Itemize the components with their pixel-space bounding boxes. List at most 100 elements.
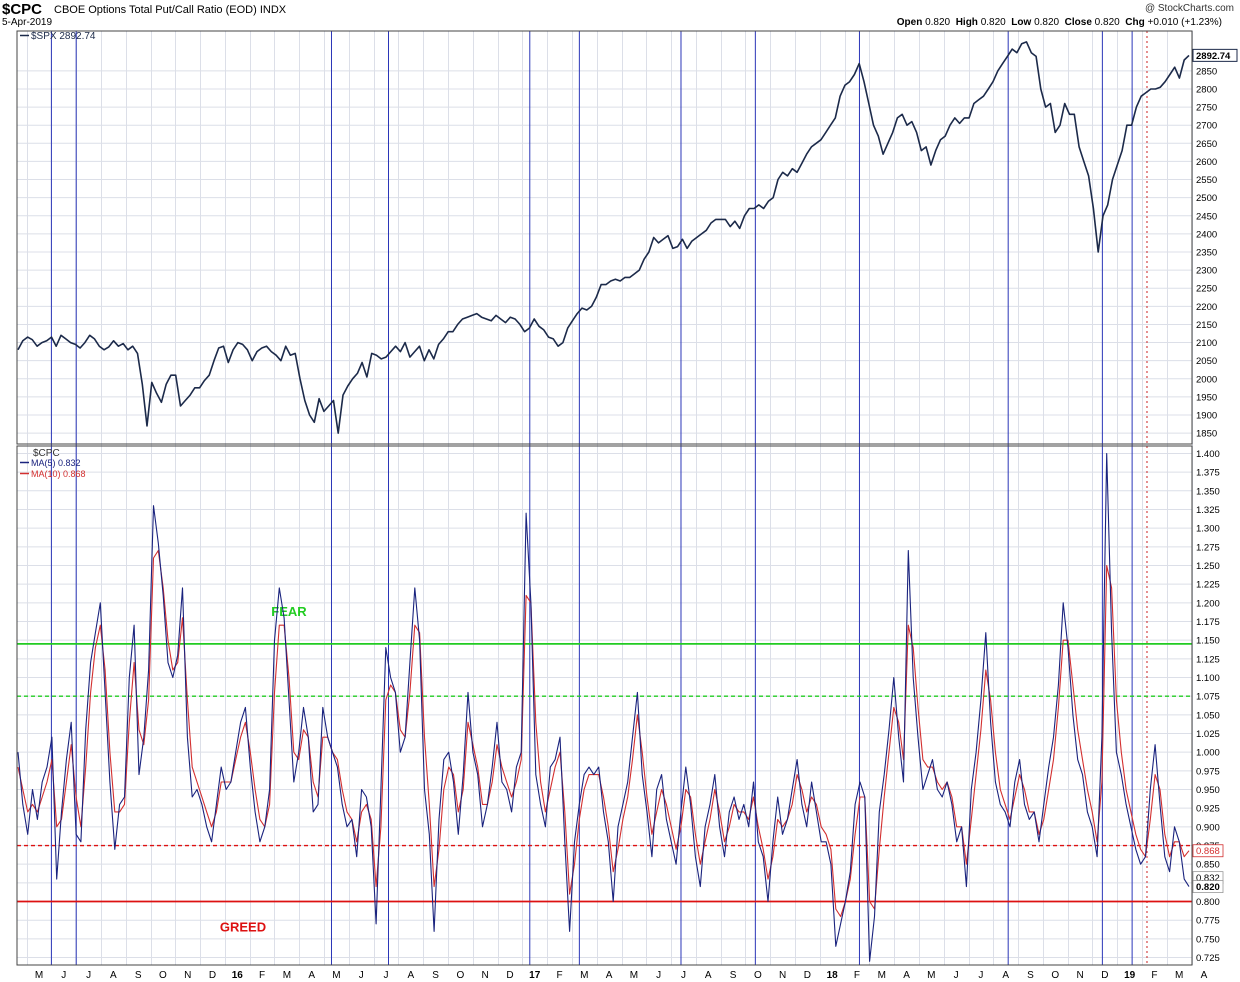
last-value-label: 0.820	[1196, 882, 1220, 893]
y-tick-label: 2200	[1196, 302, 1217, 313]
x-tick-label: J	[384, 970, 389, 981]
x-tick-label: N	[779, 970, 786, 981]
y-tick-label: 2700	[1196, 121, 1217, 132]
y-tick-label: 1900	[1196, 411, 1217, 422]
x-tick-label: M	[630, 970, 638, 981]
x-tick-label: S	[135, 970, 142, 981]
y-tick-label: 1.150	[1196, 636, 1220, 647]
y-tick-label: 1850	[1196, 429, 1217, 440]
x-tick-label: O	[754, 970, 762, 981]
x-tick-label: F	[556, 970, 562, 981]
x-tick-label: D	[209, 970, 216, 981]
y-tick-label: 2350	[1196, 247, 1217, 258]
y-tick-label: 2800	[1196, 84, 1217, 95]
x-tick-label: M	[927, 970, 935, 981]
x-tick-label: M	[878, 970, 886, 981]
last-value-label: 0.868	[1196, 846, 1220, 857]
symbol-description: CBOE Options Total Put/Call Ratio (EOD) …	[54, 4, 286, 16]
x-tick-label: 16	[232, 970, 244, 981]
y-tick-label: 1.075	[1196, 692, 1220, 703]
y-tick-label: 2450	[1196, 211, 1217, 222]
y-tick-label: 0.775	[1196, 916, 1220, 927]
legend-ma5: MA(5) 0.832	[31, 458, 81, 468]
high-label: High	[955, 17, 978, 28]
watermark: @ StockCharts.com	[1144, 3, 1234, 14]
x-tick-label: J	[954, 970, 959, 981]
last-value-label: 0.832	[1196, 873, 1220, 884]
y-tick-label: 1.000	[1196, 748, 1220, 759]
x-tick-label: J	[86, 970, 91, 981]
y-tick-label: 1.400	[1196, 449, 1220, 460]
x-tick-label: N	[482, 970, 489, 981]
y-tick-label: 2050	[1196, 356, 1217, 367]
y-tick-label: 2300	[1196, 266, 1217, 277]
x-tick-label: A	[308, 970, 315, 981]
x-tick-label: M	[283, 970, 291, 981]
series-ma10-line	[17, 549, 1190, 918]
x-tick-label: S	[730, 970, 737, 981]
x-tick-label: A	[407, 970, 414, 981]
y-tick-label: 1.225	[1196, 580, 1220, 591]
y-tick-label: 2892.74	[1196, 51, 1231, 62]
high-value: 0.820	[980, 17, 1006, 28]
y-tick-label: 1.100	[1196, 673, 1220, 684]
y-tick-label: 0.975	[1196, 766, 1220, 777]
x-tick-label: D	[1101, 970, 1108, 981]
legend: $CPC $SPX 2892.74 MA(5) 0.832 MA(10) 0.8…	[20, 31, 96, 479]
x-tick-label: A	[606, 970, 613, 981]
reference-label: GREED	[220, 920, 266, 935]
y-tick-label: 1.250	[1196, 561, 1220, 572]
chart-date: 5-Apr-2019	[2, 17, 53, 28]
open-value: 0.820	[925, 17, 951, 28]
x-tick-label: J	[359, 970, 364, 981]
y-tick-label: 2650	[1196, 139, 1217, 150]
x-tick-label: N	[1076, 970, 1083, 981]
grid-layer	[17, 31, 1193, 965]
y-tick-label: 1.375	[1196, 468, 1220, 479]
y-tick-label: 0.850	[1196, 860, 1220, 871]
x-tick-label: J	[681, 970, 686, 981]
x-tick-label: O	[456, 970, 464, 981]
last-value-box	[1192, 880, 1224, 893]
y-tick-label: 1950	[1196, 392, 1217, 403]
x-tick-label: S	[1027, 970, 1034, 981]
x-tick-label: D	[506, 970, 513, 981]
x-tick-label: A	[705, 970, 712, 981]
x-tick-label: J	[978, 970, 983, 981]
y-tick-label: 2550	[1196, 175, 1217, 186]
x-tick-label: F	[1151, 970, 1157, 981]
x-tick-label: J	[61, 970, 66, 981]
y-tick-label: 2250	[1196, 284, 1217, 295]
y-axis-labels: 1850 1900 1950 2000 2050 2100 2150 2200 2250 2300…	[1192, 48, 1238, 964]
x-tick-label: M	[1175, 970, 1183, 981]
x-tick-label: D	[804, 970, 811, 981]
y-tick-label: 1.200	[1196, 598, 1220, 609]
x-tick-label: M	[35, 970, 43, 981]
y-tick-label: 0.950	[1196, 785, 1220, 796]
y-tick-label: 2600	[1196, 157, 1217, 168]
x-tick-label: F	[259, 970, 265, 981]
y-tick-label: 2750	[1196, 103, 1217, 114]
y-tick-label: 1.350	[1196, 486, 1220, 497]
x-axis-labels: M J J A S O N D 16 F M A M J J A S O N D 17 F M A M J J A S O N D 18 F M A M…	[35, 970, 1208, 981]
x-tick-label: 19	[1124, 970, 1136, 981]
y-tick-label: 2000	[1196, 374, 1217, 385]
close-value: 0.820	[1094, 17, 1120, 28]
chg-label: Chg	[1125, 17, 1145, 28]
legend-spx: $SPX 2892.74	[31, 31, 96, 42]
x-tick-label: O	[1051, 970, 1059, 981]
last-value-box	[1192, 48, 1238, 62]
x-tick-label: 18	[827, 970, 839, 981]
symbol-label: $CPC	[2, 1, 43, 18]
symbol-name: CBOE Options Total Put/Call Ratio (EOD)	[54, 4, 257, 16]
x-tick-label: A	[110, 970, 117, 981]
open-label: Open	[896, 17, 923, 28]
chart-header: $CPC CBOE Options Total Put/Call Ratio (…	[0, 0, 1240, 30]
y-tick-label: 0.800	[1196, 897, 1220, 908]
y-tick-label: 0.925	[1196, 804, 1220, 815]
y-tick-label: 2850	[1196, 66, 1217, 77]
legend-ma10: MA(10) 0.868	[31, 469, 86, 479]
y-tick-label: 0.900	[1196, 822, 1220, 833]
x-tick-label: O	[159, 970, 167, 981]
